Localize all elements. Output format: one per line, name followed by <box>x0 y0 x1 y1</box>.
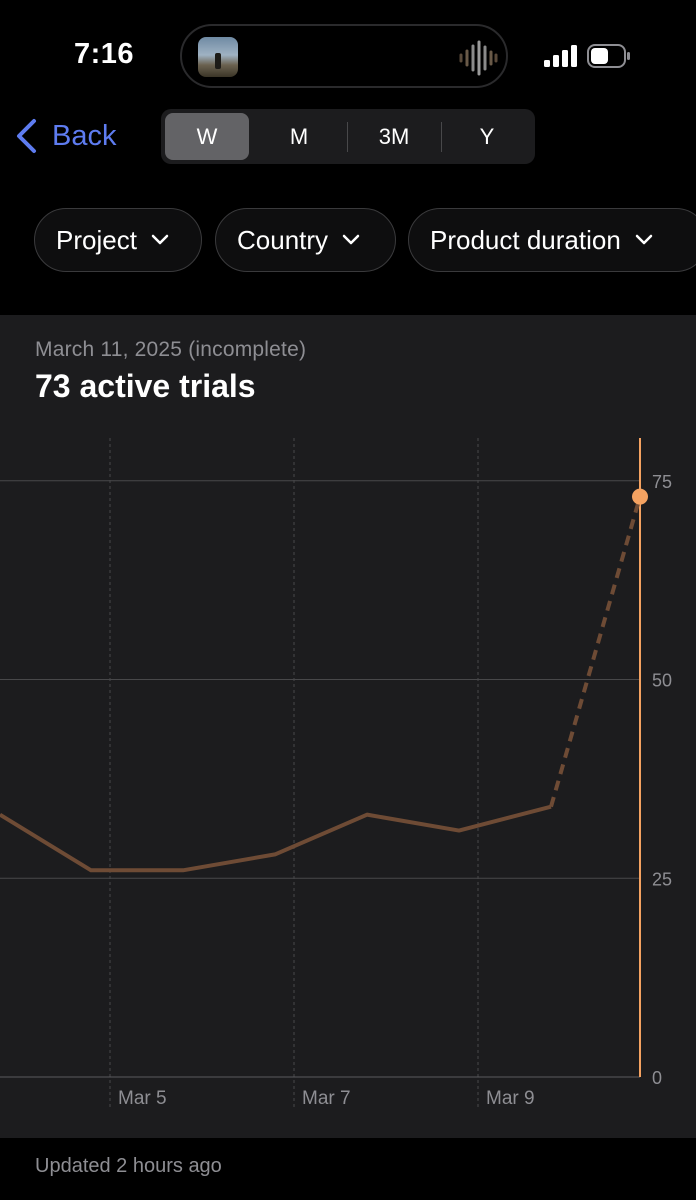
filter-label: Product duration <box>430 224 621 255</box>
back-label: Back <box>52 119 117 152</box>
y-tick-label: 50 <box>652 671 672 691</box>
chevron-down-icon <box>342 234 360 245</box>
dynamic-island[interactable] <box>180 24 508 88</box>
filter-label: Project <box>56 224 137 255</box>
waveform-icon <box>459 40 498 76</box>
x-tick-label: Mar 9 <box>486 1088 535 1109</box>
period-option-y[interactable]: Y <box>479 123 495 149</box>
period-option-3m[interactable]: 3M <box>378 123 410 149</box>
active-trials-chart[interactable]: 75 50 25 0 Mar 5 Mar 7 Mar 9 <box>0 420 696 1120</box>
segment-divider <box>441 122 442 152</box>
chevron-down-icon <box>635 234 653 245</box>
status-bar: 7:16 <box>0 0 696 100</box>
updated-label: Updated 2 hours ago <box>35 1155 222 1177</box>
filter-product-duration[interactable]: Product duration <box>408 208 696 272</box>
filter-label: Country <box>237 224 329 255</box>
cellular-signal-icon <box>544 45 577 67</box>
y-tick-label: 25 <box>652 869 672 889</box>
y-tick-label: 0 <box>652 1068 662 1088</box>
y-tick-label: 75 <box>652 472 672 492</box>
selected-point-marker <box>632 488 648 505</box>
period-selector: W M 3M Y <box>161 109 535 164</box>
back-button[interactable]: Back <box>14 114 116 158</box>
chevron-left-icon <box>17 119 36 153</box>
filter-project[interactable]: Project <box>34 208 202 272</box>
period-option-w[interactable]: W <box>165 113 249 160</box>
active-trials-headline: 73 active trials <box>35 368 256 404</box>
segment-divider <box>347 122 348 152</box>
chevron-down-icon <box>151 234 169 245</box>
chart-card <box>0 315 696 1138</box>
selected-date-label: March 11, 2025 (incomplete) <box>35 338 307 361</box>
status-time: 7:16 <box>74 38 135 70</box>
album-art-icon <box>198 37 238 77</box>
series-line-complete <box>0 804 552 873</box>
series-line-incomplete <box>549 496 642 808</box>
filter-country[interactable]: Country <box>215 208 396 272</box>
battery-icon <box>587 44 630 68</box>
x-tick-label: Mar 5 <box>118 1088 167 1109</box>
x-tick-label: Mar 7 <box>302 1088 351 1109</box>
period-option-m[interactable]: M <box>289 123 309 149</box>
